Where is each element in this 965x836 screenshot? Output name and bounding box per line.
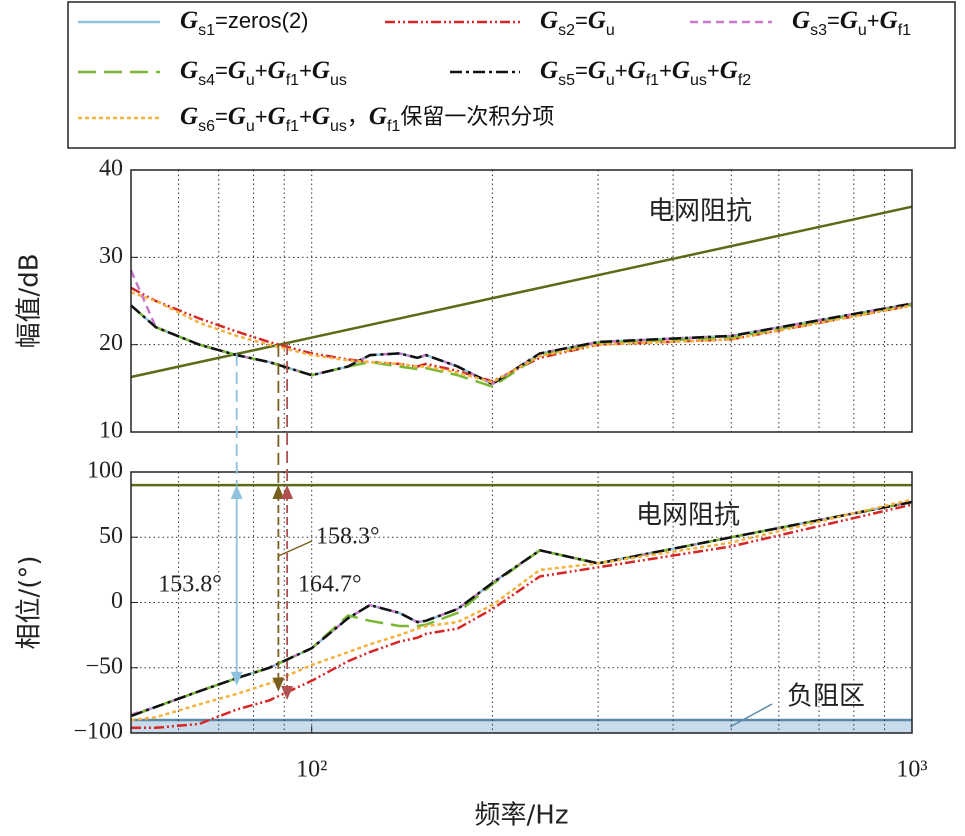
plot-frame xyxy=(130,471,913,734)
y-axis-label: 幅值/dB xyxy=(15,253,45,348)
legend-label: Gs6=Gu+Gf1+Gus，Gf1保留一次积分项 xyxy=(180,103,554,135)
arrow-head xyxy=(230,485,243,500)
y-tick-label: 100 xyxy=(87,458,123,484)
y-tick-label: −50 xyxy=(85,653,123,679)
y-tick-label: 10 xyxy=(99,418,123,444)
arrow-head xyxy=(281,685,294,700)
arrow-head xyxy=(281,485,294,500)
negative-region xyxy=(131,719,912,733)
plot-frame xyxy=(130,169,913,433)
y-tick-label: 40 xyxy=(99,156,123,182)
legend-label: Gs3=Gu+Gf1 xyxy=(792,7,911,39)
series-line xyxy=(131,503,913,730)
series-line xyxy=(130,302,913,386)
annotation-label: 164.7° xyxy=(298,572,362,598)
y-tick-label: −100 xyxy=(73,719,123,745)
legend-label: Gs5=Gu+Gf1+Gus+Gf2 xyxy=(540,57,751,89)
region-leader xyxy=(729,703,773,728)
legend-label: Gs2=Gu xyxy=(540,7,615,39)
series-line xyxy=(130,302,913,386)
arrow-head xyxy=(230,671,243,686)
grid-impedance-line xyxy=(130,205,913,379)
annotation-label: 158.3° xyxy=(316,524,380,550)
y-tick-label: 50 xyxy=(99,523,123,549)
arrow-head xyxy=(272,485,285,500)
annotation-label: 153.8° xyxy=(158,572,222,598)
series-line xyxy=(130,498,913,722)
series-line xyxy=(130,500,913,718)
series-line xyxy=(130,291,913,384)
annotation-leader xyxy=(278,540,313,557)
x-axis-label: 频率/Hz xyxy=(475,801,569,831)
series-line xyxy=(130,500,913,718)
legend-label: Gs4=Gu+Gf1+Gus xyxy=(180,57,347,89)
legend-label: Gs1=zeros(2) xyxy=(180,7,309,39)
y-axis-label: 相位/(°) xyxy=(15,555,45,649)
series-line xyxy=(130,303,913,388)
y-tick-label: 0 xyxy=(111,588,123,614)
x-tick-label: 10³ xyxy=(896,757,927,783)
reference-label: 电网阻抗 xyxy=(648,197,752,227)
y-tick-label: 20 xyxy=(99,330,123,356)
reference-label: 电网阻抗 xyxy=(636,501,740,531)
x-tick-label: 10² xyxy=(296,757,327,783)
region-label: 负阻区 xyxy=(787,682,865,712)
arrow-head xyxy=(272,677,285,692)
legend-box xyxy=(67,1,956,149)
y-tick-label: 30 xyxy=(99,243,123,269)
